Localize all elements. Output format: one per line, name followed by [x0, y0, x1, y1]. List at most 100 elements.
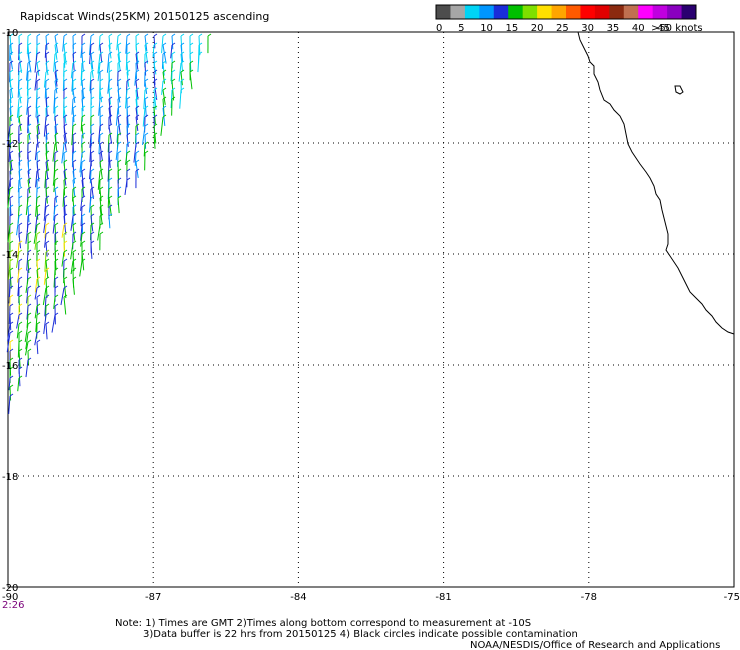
wind-barb-tick	[36, 249, 41, 253]
wind-barb-tick	[99, 33, 104, 37]
wind-barb-tick	[126, 42, 131, 46]
wind-barb-tick	[108, 186, 113, 190]
wind-barb	[24, 323, 29, 343]
wind-barb	[16, 215, 20, 236]
wind-barb-tick	[27, 51, 32, 55]
wind-barb-tick	[99, 132, 104, 136]
wind-barb	[54, 188, 58, 203]
legend-swatch	[537, 5, 553, 19]
wind-barb	[70, 242, 74, 260]
wind-barb-tick	[162, 69, 167, 73]
wind-barb-tick	[18, 150, 23, 154]
wind-barb	[34, 305, 38, 319]
wind-barb-tick	[36, 330, 41, 334]
wind-barb-tick	[54, 195, 59, 199]
wind-barb-tick	[18, 303, 23, 307]
wind-barb-tick	[99, 141, 104, 145]
wind-barb-tick	[27, 132, 32, 136]
wind-barb-tick	[72, 132, 77, 136]
wind-barb	[9, 107, 12, 122]
wind-barb	[44, 224, 47, 239]
wind-barb	[53, 53, 56, 72]
wind-barb-tick	[135, 132, 140, 136]
wind-barb-tick	[27, 231, 32, 235]
wind-barb	[161, 53, 164, 69]
wind-barb-tick	[45, 195, 50, 199]
wind-barb-tick	[54, 168, 59, 172]
wind-barb	[90, 53, 94, 70]
wind-barb-tick	[135, 150, 140, 154]
wind-barb	[61, 143, 65, 164]
wind-barb	[36, 206, 39, 220]
wind-barb-tick	[99, 51, 104, 55]
wind-barb-tick	[36, 195, 41, 199]
wind-barb	[70, 215, 74, 231]
wind-barb-tick	[117, 42, 122, 46]
legend-swatch	[623, 5, 639, 19]
wind-barb	[36, 134, 39, 148]
wind-barb	[18, 233, 22, 249]
wind-barb	[88, 197, 92, 213]
wind-barb	[81, 80, 85, 100]
wind-barb	[170, 89, 173, 108]
wind-barb-tick	[90, 150, 95, 154]
wind-barb	[34, 53, 38, 73]
wind-barb-tick	[27, 222, 32, 226]
wind-barb	[25, 332, 29, 350]
wind-barb	[63, 170, 67, 186]
wind-barb-tick	[72, 240, 77, 244]
wind-barb-tick	[18, 159, 23, 163]
wind-barb-tick	[36, 285, 41, 289]
wind-barb-tick	[189, 42, 194, 46]
wind-barb-tick	[45, 303, 50, 307]
wind-barb-tick	[54, 249, 59, 253]
wind-barb-tick	[162, 105, 167, 109]
wind-barb-tick	[36, 303, 41, 307]
wind-barb	[26, 98, 29, 115]
wind-barb	[125, 35, 128, 54]
wind-barb-tick	[126, 150, 131, 154]
wind-barb-tick	[9, 267, 14, 271]
wind-barb-tick	[189, 60, 194, 64]
wind-barb-tick	[45, 141, 50, 145]
wind-barb-tick	[18, 249, 23, 253]
wind-barb-tick	[99, 204, 104, 208]
wind-barb-tick	[90, 195, 95, 199]
wind-barb-tick	[99, 195, 104, 199]
wind-barb-tick	[90, 240, 95, 244]
wind-barb	[80, 44, 83, 58]
wind-barb-tick	[117, 177, 122, 181]
wind-barb-tick	[135, 96, 140, 100]
wind-barb	[80, 116, 83, 132]
wind-barb-tick	[81, 204, 86, 208]
wind-barb	[26, 287, 29, 304]
legend-swatch	[638, 5, 654, 19]
wind-barb-tick	[90, 123, 95, 127]
wind-barb	[115, 143, 119, 161]
wind-barb-tick	[45, 222, 50, 226]
wind-barb-tick	[63, 168, 68, 172]
wind-barb	[153, 71, 156, 85]
wind-barb-tick	[108, 177, 113, 181]
legend-swatch	[652, 5, 668, 19]
wind-barb-tick	[54, 51, 59, 55]
wind-barb	[162, 62, 165, 76]
wind-barb-tick	[153, 132, 158, 136]
wind-barb-tick	[45, 267, 50, 271]
wind-barb-tick	[99, 213, 104, 217]
wind-speed-legend	[435, 4, 697, 20]
wind-barb	[72, 107, 75, 123]
wind-barb-tick	[63, 87, 68, 91]
wind-barb-tick	[45, 231, 50, 235]
wind-barb-tick	[99, 60, 104, 64]
wind-barb	[9, 314, 12, 331]
wind-barb-tick	[72, 60, 77, 64]
wind-barb	[44, 44, 47, 58]
wind-barb	[126, 71, 130, 87]
wind-barb-tick	[27, 60, 32, 64]
wind-barb-tick	[9, 321, 14, 325]
legend-tick-label: 15	[505, 23, 518, 34]
wind-barb	[88, 161, 92, 180]
wind-barb-tick	[18, 375, 23, 379]
wind-barb	[99, 188, 102, 202]
